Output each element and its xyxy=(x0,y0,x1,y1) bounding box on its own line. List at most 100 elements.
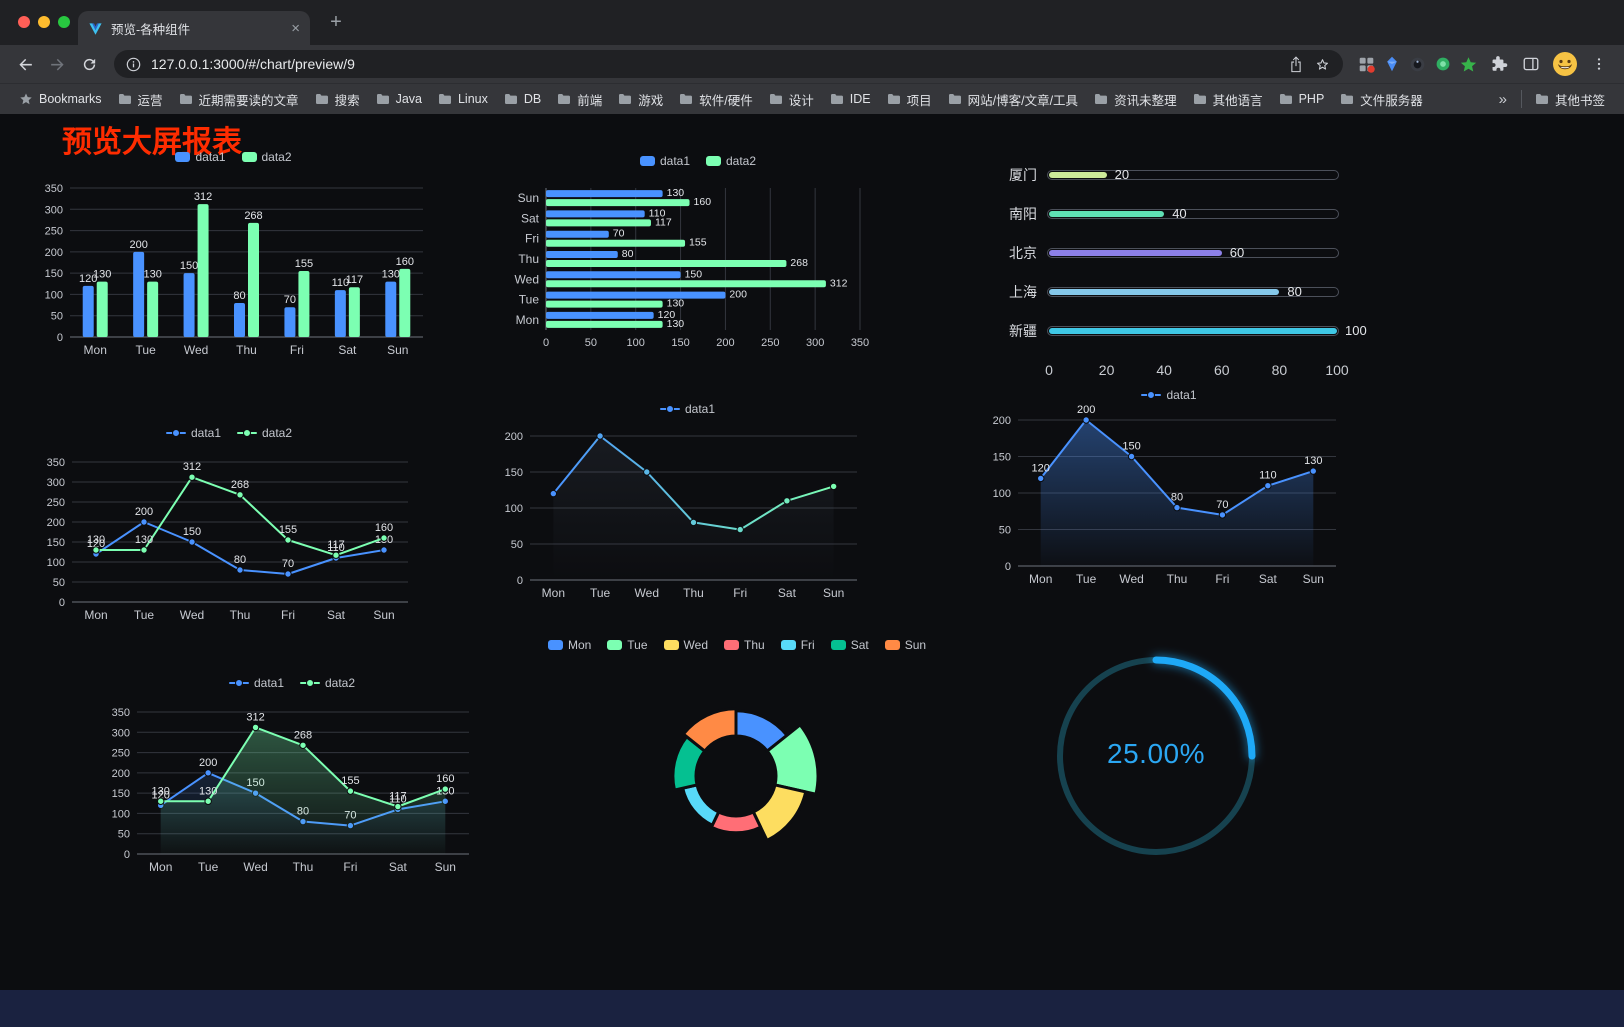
svg-text:Fri: Fri xyxy=(343,860,357,874)
svg-text:Fri: Fri xyxy=(733,586,747,600)
bookmark-folder[interactable]: 其他语言 xyxy=(1186,87,1270,112)
legend-item[interactable]: Wed xyxy=(663,638,708,652)
svg-text:160: 160 xyxy=(694,196,712,208)
svg-text:250: 250 xyxy=(45,226,63,238)
capsule-track xyxy=(1047,326,1339,336)
svg-text:0: 0 xyxy=(517,575,523,587)
share-icon[interactable] xyxy=(1288,55,1304,73)
legend-item[interactable]: Fri xyxy=(780,638,815,652)
back-button[interactable] xyxy=(10,49,40,79)
bookmark-folder[interactable]: Linux xyxy=(431,89,495,109)
bookmark-folder[interactable]: 游戏 xyxy=(611,87,670,112)
extension-green-star-icon[interactable] xyxy=(1460,56,1477,73)
legend-item[interactable]: Mon xyxy=(547,638,591,652)
profile-avatar[interactable] xyxy=(1552,51,1578,77)
bookmarks-root-button[interactable]: Bookmarks xyxy=(12,89,109,109)
site-info-icon[interactable] xyxy=(126,57,141,72)
capsule-fill xyxy=(1049,289,1280,295)
axis: 0 50 100 150 200 250 300 350 Mon Tue Wed Thu Fri Sat S… xyxy=(47,457,408,622)
svg-text:150: 150 xyxy=(183,526,201,538)
bookmark-folder[interactable]: 文件服务器 xyxy=(1333,87,1430,112)
bookmark-folder[interactable]: 项目 xyxy=(880,87,939,112)
other-bookmarks-folder[interactable]: 其他书签 xyxy=(1528,87,1612,112)
window-minimize-button[interactable] xyxy=(38,16,50,28)
bookmark-label: PHP xyxy=(1298,92,1325,106)
chart-grouped-bar: 0 50 100 150 200 250 300 350 Mon Tue Wed Thu Fri Sat S… xyxy=(36,148,431,363)
bookmark-star-icon[interactable] xyxy=(1314,56,1331,73)
legend-item[interactable]: data1 xyxy=(175,150,226,164)
pie-slice-Fri[interactable] xyxy=(681,783,721,827)
svg-text:250: 250 xyxy=(47,497,65,509)
legend-item[interactable]: Sat xyxy=(830,638,869,652)
tab-close-icon[interactable]: × xyxy=(291,19,300,37)
legend-marker-icon xyxy=(300,678,320,688)
legend-item[interactable]: data1 xyxy=(659,402,715,416)
svg-text:300: 300 xyxy=(806,337,824,349)
bookmark-label: 设计 xyxy=(788,93,814,108)
svg-text:268: 268 xyxy=(231,479,249,491)
window-close-button[interactable] xyxy=(18,16,30,28)
browser-tab[interactable]: 预览-各种组件 × xyxy=(78,11,310,45)
bookmark-folder[interactable]: 近期需要读的文章 xyxy=(172,87,306,112)
capsule-row: 南阳 40 xyxy=(999,203,1361,225)
pie-slice-Sun[interactable] xyxy=(681,707,738,753)
pie-slice-Wed[interactable] xyxy=(751,783,808,842)
legend-item[interactable]: data2 xyxy=(706,154,756,168)
svg-text:Thu: Thu xyxy=(518,252,539,266)
bookmark-folder[interactable]: PHP xyxy=(1272,89,1332,109)
bookmarks-overflow-chevron[interactable]: » xyxy=(1498,90,1507,108)
extension-grid-icon[interactable] xyxy=(1358,56,1375,73)
svg-text:155: 155 xyxy=(279,524,297,536)
pie-slice-Thu[interactable] xyxy=(709,810,763,835)
forward-button[interactable] xyxy=(42,49,72,79)
bookmark-folder[interactable]: 网站/博客/文章/工具 xyxy=(941,87,1085,112)
svg-text:300: 300 xyxy=(47,477,65,489)
new-tab-button[interactable]: + xyxy=(330,11,342,33)
legend-item[interactable]: Tue xyxy=(607,638,648,652)
legend-item[interactable]: data1 xyxy=(228,676,284,690)
legend-item[interactable]: data2 xyxy=(300,676,355,690)
window-zoom-button[interactable] xyxy=(58,16,70,28)
legend-label: data2 xyxy=(726,154,757,168)
svg-text:110: 110 xyxy=(327,542,345,554)
bookmark-folder[interactable]: Java xyxy=(369,89,429,109)
capsule-fill xyxy=(1049,250,1222,256)
bookmark-folder[interactable]: 运营 xyxy=(111,87,170,112)
bookmark-folder[interactable]: 搜索 xyxy=(308,87,367,112)
bookmark-folder[interactable]: IDE xyxy=(823,89,878,109)
svg-text:Fri: Fri xyxy=(281,608,295,622)
extensions-puzzle-icon[interactable] xyxy=(1484,49,1514,79)
bookmark-folder[interactable]: 前端 xyxy=(550,87,609,112)
extension-gem-icon[interactable] xyxy=(1384,56,1400,72)
legend-item[interactable]: data1 xyxy=(639,154,690,168)
legend-item[interactable]: data1 xyxy=(165,426,221,440)
svg-text:Sat: Sat xyxy=(327,608,346,622)
extension-green-circle-icon[interactable] xyxy=(1435,56,1451,72)
bookmark-folder[interactable]: DB xyxy=(497,89,548,109)
legend-item[interactable]: Thu xyxy=(724,638,765,652)
address-bar[interactable]: 127.0.0.1:3000/#/chart/preview/9 xyxy=(114,50,1343,78)
bookmark-folder[interactable]: 设计 xyxy=(762,87,821,112)
series-data2: 130 130 312 268 155 117 160 xyxy=(152,711,454,854)
svg-text:0: 0 xyxy=(59,597,65,609)
line-two-series-legend: data1 data2 xyxy=(38,426,420,440)
legend-marker-icon xyxy=(228,678,249,688)
chart-line-two-series: 0 50 100 150 200 250 300 350 Mon Tue Wed Thu Fri Sat S… xyxy=(38,424,420,638)
reload-button[interactable] xyxy=(74,49,104,79)
bookmark-label: 软件/硬件 xyxy=(699,93,753,108)
extension-dark-ring-icon[interactable] xyxy=(1409,56,1426,73)
legend-item[interactable]: data1 xyxy=(1141,388,1197,402)
legend-item[interactable]: data2 xyxy=(241,150,292,164)
series-data1: 120 200 150 80 70 110 130 xyxy=(1032,404,1322,566)
side-panel-icon[interactable] xyxy=(1516,49,1546,79)
svg-text:Tue: Tue xyxy=(134,608,155,622)
legend-label: Tue xyxy=(627,638,648,652)
svg-text:Thu: Thu xyxy=(230,608,251,622)
pie-slice-Tue[interactable] xyxy=(765,723,820,796)
legend-item[interactable]: Sun xyxy=(884,638,926,652)
bookmark-folder[interactable]: 资讯未整理 xyxy=(1087,87,1184,112)
legend-item[interactable]: data2 xyxy=(237,426,292,440)
series-data2: 130 130 312 268 155 117 160 xyxy=(93,191,414,337)
menu-kebab-icon[interactable] xyxy=(1584,49,1614,79)
bookmark-folder[interactable]: 软件/硬件 xyxy=(672,87,759,112)
